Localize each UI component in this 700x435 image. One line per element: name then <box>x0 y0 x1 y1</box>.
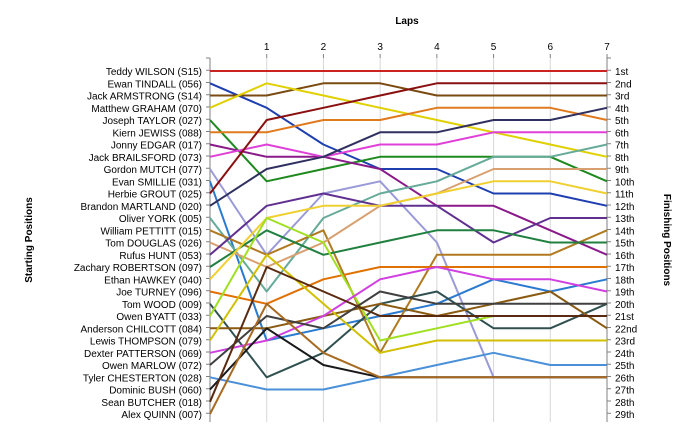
starting-label-19: Joe TURNEY (096) <box>116 288 202 299</box>
finishing-label-19: 19th <box>615 288 634 299</box>
series-line-8 <box>209 131 607 158</box>
starting-label-24: Dexter PATTERSON (069) <box>84 349 202 360</box>
series-line-22 <box>210 290 608 330</box>
starting-label-14: William PETTITT (015) <box>101 226 203 237</box>
finishing-label-10: 10th <box>615 177 634 188</box>
starting-label-21: Owen BYATT (033) <box>116 312 202 323</box>
finishing-label-12: 12th <box>615 202 634 213</box>
finishing-label-29: 29th <box>615 410 634 421</box>
lap-tick-label-6: 6 <box>548 42 554 53</box>
finishing-label-16: 16th <box>615 251 634 262</box>
starting-label-17: Zachary ROBERTSON (097) <box>74 263 202 274</box>
starting-label-13: Oliver YORK (005) <box>119 214 202 225</box>
starting-label-28: Sean BUTCHER (018) <box>101 398 202 409</box>
series-line-2 <box>209 82 608 207</box>
series-line-12 <box>209 106 608 207</box>
starting-label-6: Kiern JEWISS (088) <box>113 128 202 139</box>
starting-position-labels: Teddy WILSON (S15)Ewan TINDALL (056) Jack… <box>74 67 202 421</box>
finishing-label-21: 21st <box>615 312 634 323</box>
finishing-label-6: 6th <box>615 128 629 139</box>
finishing-label-3: 3rd <box>615 92 629 103</box>
finishing-label-23: 23rd <box>615 337 635 348</box>
finishing-label-13: 13th <box>615 214 634 225</box>
series-line-19 <box>209 266 607 305</box>
finishing-label-11: 11th <box>615 190 634 201</box>
starting-label-26: Tyler CHESTERTON (028) <box>83 373 202 384</box>
series-line-18 <box>209 180 608 280</box>
series-line-28 <box>209 266 607 403</box>
series-line-17 <box>209 229 607 268</box>
finishing-label-18: 18th <box>615 275 634 286</box>
finishing-label-4: 4th <box>615 104 629 115</box>
lap-tick-label-3: 3 <box>377 42 383 53</box>
starting-label-3: Jack ARMSTRONG (S14) <box>87 92 202 103</box>
finishing-label-20: 20th <box>615 300 634 311</box>
series-line-11 <box>209 82 607 195</box>
finishing-label-7: 7th <box>615 141 629 152</box>
finishing-label-9: 9th <box>615 165 629 176</box>
right-axis-title: Finishing Positions <box>661 194 672 287</box>
finishing-label-22: 22nd <box>615 324 637 335</box>
series-line-16 <box>209 192 607 256</box>
starting-label-20: Tom WOOD (009) <box>122 300 202 311</box>
starting-label-25: Owen MARLOW (072) <box>102 361 202 372</box>
starting-label-7: Jonny EDGAR (017) <box>111 141 202 152</box>
starting-label-8: Jack BRAILSFORD (073) <box>89 153 202 164</box>
series-line-13 <box>209 143 608 293</box>
starting-label-10: Evan SMILLIE (031) <box>112 177 202 188</box>
finishing-label-24: 24th <box>615 349 634 360</box>
lap-tick-labels: 1 2 3 4 5 6 7 <box>264 42 610 53</box>
series-lines <box>209 70 608 415</box>
lap-tick-label-2: 2 <box>321 42 327 53</box>
series-line-6 <box>210 106 608 134</box>
series-line-14 <box>209 229 608 354</box>
finishing-label-8: 8th <box>615 153 629 164</box>
finishing-position-labels: 1st2nd3rd4th5th6th7th8th9th10th11th12th1… <box>615 67 637 421</box>
starting-label-4: Matthew GRAHAM (070) <box>91 104 202 115</box>
finishing-label-17: 17th <box>615 263 634 274</box>
finishing-label-26: 26th <box>615 373 634 384</box>
lap-tick-label-7: 7 <box>604 42 610 53</box>
starting-label-23: Lewis THOMPSON (079) <box>90 337 202 348</box>
finishing-label-5: 5th <box>615 116 629 127</box>
starting-label-16: Rufus HUNT (053) <box>119 251 202 262</box>
chart-title: Laps <box>395 16 419 27</box>
series-line-24 <box>209 266 608 354</box>
finishing-label-27: 27th <box>615 386 634 397</box>
finishing-label-2: 2nd <box>615 79 632 90</box>
starting-label-22: Anderson CHILCOTT (084) <box>80 324 202 335</box>
lap-tick-label-4: 4 <box>434 42 440 53</box>
starting-label-29: Alex QUINN (007) <box>121 410 202 421</box>
axes <box>206 54 611 422</box>
series-line-23 <box>209 253 607 354</box>
finishing-label-28: 28th <box>615 398 634 409</box>
series-line-26 <box>209 351 607 391</box>
finishing-label-1: 1st <box>615 67 629 78</box>
lap-tick-label-5: 5 <box>491 42 497 53</box>
lap-tick-label-1: 1 <box>264 42 270 53</box>
starting-label-9: Gordon MUTCH (077) <box>104 165 202 176</box>
finishing-label-15: 15th <box>615 239 634 250</box>
starting-label-27: Dominic BUSH (060) <box>109 386 202 397</box>
starting-label-15: Tom DOUGLAS (026) <box>105 239 202 250</box>
starting-label-12: Brandon MARTLAND (020) <box>80 202 202 213</box>
starting-label-11: Herbie GROUT (025) <box>108 190 202 201</box>
starting-label-1: Teddy WILSON (S15) <box>106 67 202 78</box>
starting-label-2: Ewan TINDALL (056) <box>108 79 203 90</box>
starting-label-5: Joseph TAYLOR (027) <box>103 116 203 127</box>
series-line-25 <box>209 290 607 366</box>
finishing-label-25: 25th <box>615 361 634 372</box>
starting-label-18: Ethan HAWKEY (040) <box>104 275 202 286</box>
series-line-29 <box>209 302 607 415</box>
finishing-label-14: 14th <box>615 226 634 237</box>
left-axis-title: Starting Positions <box>24 197 35 283</box>
